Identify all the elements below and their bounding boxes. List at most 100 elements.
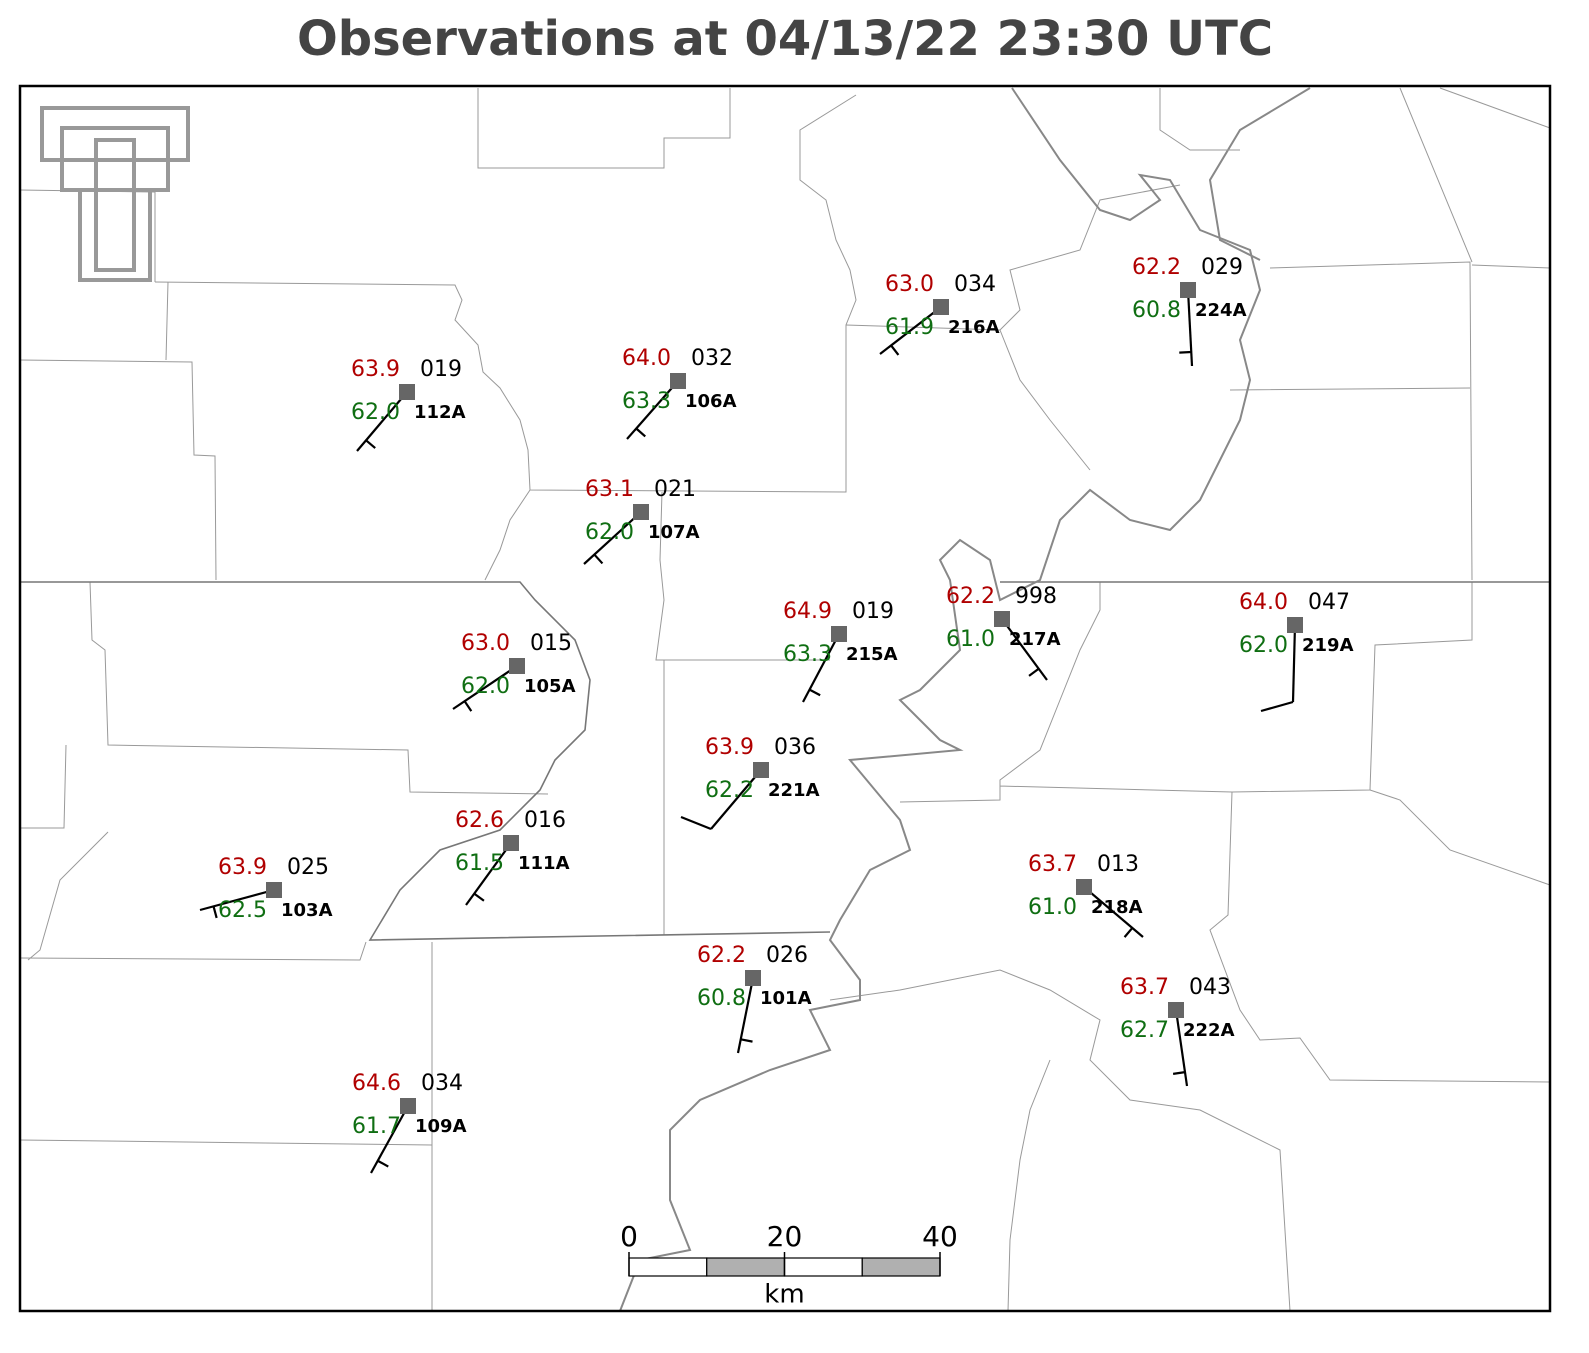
station: 63.9 036 62.2 221A [680,735,820,831]
station: 62.2 998 61.0 217A [946,584,1061,681]
station-marker [994,611,1010,627]
station-id: 111A [518,853,570,874]
station-id: 218A [1091,897,1143,918]
temperature: 62.2 [946,584,995,609]
pressure: 032 [691,346,733,371]
temperature: 63.0 [461,631,510,656]
scale-unit: km [764,1280,804,1310]
station-marker [745,970,761,986]
pressure: 021 [654,477,696,502]
wind-barb [802,633,840,703]
station-marker [1180,282,1196,298]
station: 63.7 013 61.0 218A [1028,852,1144,938]
wind-barb [740,1038,753,1043]
logo [40,106,190,282]
map-frame [18,84,1552,1313]
wind-barb [370,1105,409,1174]
dewpoint: 62.0 [585,520,634,545]
wind-barb [809,688,821,697]
pressure: 016 [524,808,566,833]
wind-barb [452,665,518,710]
temperature: 62.2 [697,943,746,968]
wind-barb [1291,624,1297,703]
scale-label: 40 [922,1220,958,1253]
station-marker [933,299,949,315]
station: 62.2 029 60.8 224A [1132,255,1247,367]
station-id: 222A [1183,1020,1235,1041]
pressure: 019 [420,357,462,382]
wind-barb [626,380,679,440]
station: 62.2 026 60.8 101A [697,943,812,1054]
station-marker [1076,879,1092,895]
station-marker [400,1098,416,1114]
temperature: 64.9 [783,599,832,624]
station-id: 221A [768,780,820,801]
station: 63.7 043 62.7 222A [1120,975,1235,1087]
pressure: 019 [852,599,894,624]
dewpoint: 61.9 [885,315,934,340]
station: 64.0 032 63.3 106A [622,346,737,440]
dewpoint: 62.2 [705,778,754,803]
dewpoint: 62.7 [1120,1018,1169,1043]
temperature: 64.0 [622,346,671,371]
station-id: 105A [524,676,576,697]
scale-segment [861,1257,941,1277]
wind-barb [465,842,512,906]
station-id: 112A [414,402,466,423]
dewpoint: 62.0 [1239,633,1288,658]
wind-barb [890,344,900,356]
wind-barb [1260,700,1294,713]
dewpoint: 63.3 [783,642,832,667]
station-id: 219A [1302,635,1354,656]
wind-barb [1123,927,1134,938]
stations: 63.9 019 62.0 112A 64.0 032 63.3 106A 63.1 021 62.… [199,255,1354,1174]
station-marker [509,658,525,674]
pressure: 026 [766,943,808,968]
pressure: 015 [530,631,572,656]
pressure: 034 [421,1071,463,1096]
wind-barb [212,906,218,919]
station: 63.0 034 61.9 216A [879,272,1000,356]
pressure: 034 [954,272,996,297]
station-marker [1287,617,1303,633]
scale-label: 20 [767,1220,803,1253]
station: 64.6 034 61.7 109A [352,1071,467,1174]
basemap [19,87,1551,1312]
scale-segment [783,1257,863,1277]
pressure: 025 [287,855,329,880]
station: 63.9 025 62.5 103A [199,855,333,923]
scale-segment [706,1257,786,1277]
station-id: 106A [685,391,737,412]
wind-barb [1186,289,1194,367]
station-marker [266,882,282,898]
wind-barb [463,700,473,712]
wind-barb [583,511,642,565]
title: Observations at 04/13/22 23:30 UTC [297,11,1273,67]
wind-barb [593,553,604,565]
wind-barb [365,439,376,449]
station-id: 224A [1195,300,1247,321]
wind-barb [1001,618,1048,681]
wind-barb [1028,667,1040,677]
station-marker [831,626,847,642]
dewpoint: 62.0 [351,400,400,425]
station-marker [399,384,415,400]
dewpoint: 62.5 [218,898,267,923]
pressure: 029 [1201,255,1243,280]
station: 63.9 019 62.0 112A [351,357,466,452]
wind-barb [710,769,762,830]
station-marker [1168,1002,1184,1018]
temperature: 63.0 [885,272,934,297]
wind-barb [680,815,712,831]
station: 63.0 015 62.0 105A [452,631,576,712]
pressure: 047 [1308,590,1350,615]
scale-label: 0 [620,1220,638,1253]
dewpoint: 61.7 [352,1114,401,1139]
station-id: 107A [648,522,700,543]
pressure: 998 [1015,584,1057,609]
dewpoint: 63.3 [622,389,671,414]
wind-barb [377,1159,389,1168]
wind-barb [1083,886,1144,938]
